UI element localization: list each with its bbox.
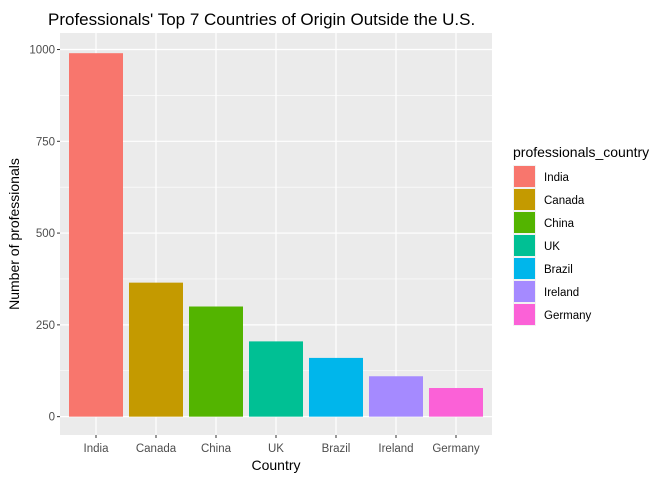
- y-tick-label: 0: [49, 412, 55, 424]
- x-axis-ticks: India Canada China UK Brazil Ireland Germany: [84, 435, 480, 455]
- x-tick-label: UK: [268, 443, 284, 455]
- legend-key-ireland: [514, 281, 535, 302]
- legend-label: Brazil: [544, 264, 573, 276]
- legend-key-germany: [514, 304, 535, 325]
- x-tick-label: Canada: [136, 443, 177, 455]
- bar-ireland: [369, 376, 423, 417]
- legend-key-canada: [514, 189, 535, 210]
- bar-uk: [249, 341, 303, 417]
- bar-china: [189, 306, 243, 417]
- legend-items: India Canada China UK Brazil Ireland Germany: [513, 165, 592, 326]
- legend-label: India: [544, 172, 570, 184]
- x-tick-label: Ireland: [378, 443, 413, 455]
- y-tick-label: 1000: [29, 45, 55, 57]
- x-axis-title: Country: [251, 457, 300, 473]
- legend-key-brazil: [514, 258, 535, 279]
- legend: professionals_country India Canada China UK…: [513, 144, 649, 326]
- legend-key-china: [514, 212, 535, 233]
- x-tick-label: Brazil: [322, 443, 351, 455]
- y-axis-ticks: 0 250 500 750 1000: [29, 45, 60, 424]
- y-tick-label: 500: [36, 228, 55, 240]
- legend-label: Canada: [544, 195, 585, 207]
- x-tick-label: India: [84, 443, 110, 455]
- bar-india: [69, 53, 123, 417]
- legend-label: UK: [544, 241, 560, 253]
- legend-key-india: [514, 166, 535, 187]
- legend-title: professionals_country: [513, 144, 649, 160]
- bars: [69, 53, 483, 417]
- chart-title: Professionals' Top 7 Countries of Origin…: [48, 10, 475, 29]
- bar-canada: [129, 282, 183, 417]
- y-tick-label: 750: [36, 136, 55, 148]
- x-tick-label: Germany: [432, 443, 480, 455]
- legend-label: China: [544, 218, 575, 230]
- legend-label: Ireland: [544, 287, 579, 299]
- y-axis-title: Number of professionals: [6, 158, 22, 310]
- x-tick-label: China: [201, 443, 232, 455]
- legend-label: Germany: [544, 310, 592, 322]
- legend-key-uk: [514, 235, 535, 256]
- y-tick-label: 250: [36, 320, 55, 332]
- bar-brazil: [309, 357, 363, 417]
- bar-germany: [429, 388, 483, 417]
